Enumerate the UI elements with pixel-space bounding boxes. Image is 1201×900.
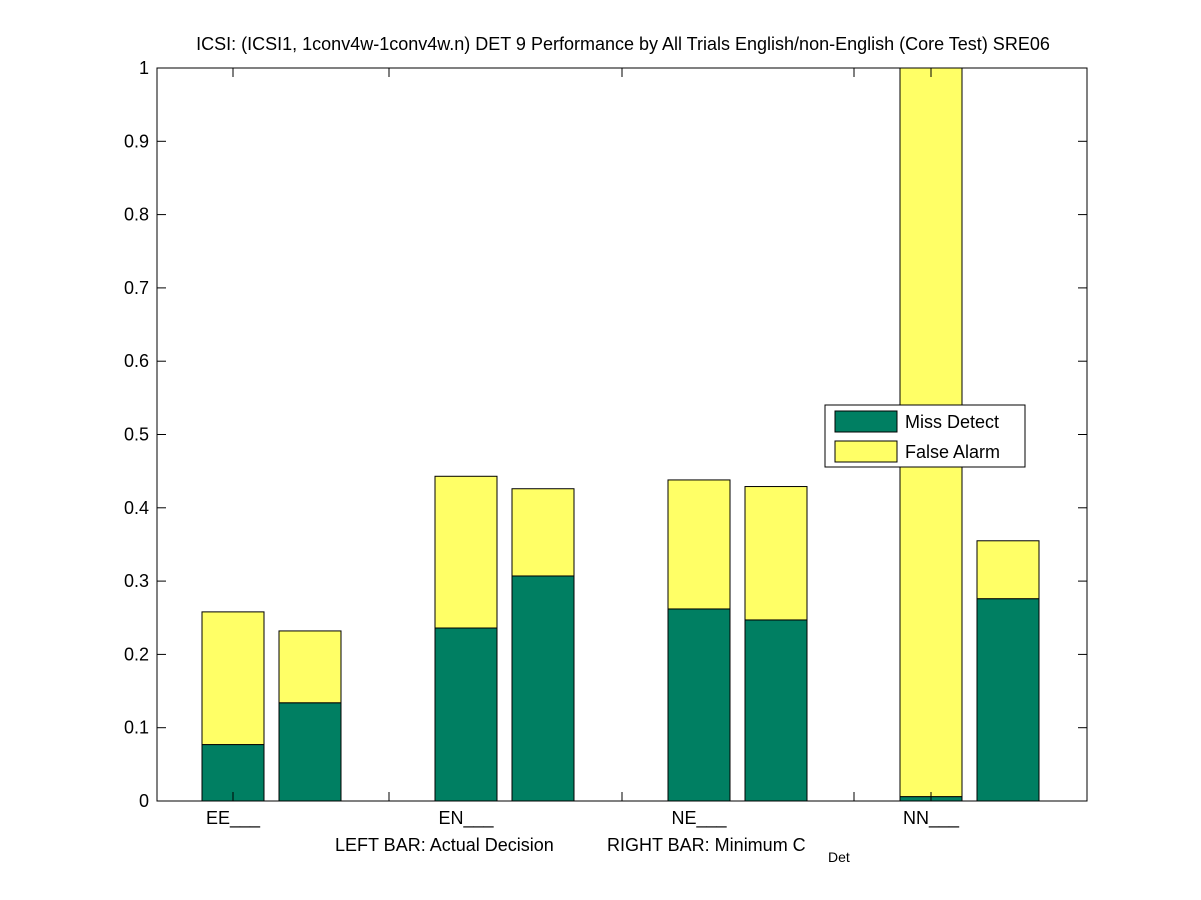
y-tick-label: 1 xyxy=(139,58,149,78)
bar-nn-minimum-cdet-false-alarm xyxy=(976,540,1040,600)
y-tick-label: 0 xyxy=(139,791,149,811)
x-tick-label: NE___ xyxy=(671,808,727,829)
y-tick-label: 0.4 xyxy=(124,498,149,518)
y-tick-label: 0.2 xyxy=(124,644,149,664)
bar-ne-actual-decision-miss-detect xyxy=(667,608,731,802)
y-tick-label: 0.5 xyxy=(124,425,149,445)
bar-en-actual-decision-miss-detect xyxy=(434,627,498,802)
x-tick-label: NN___ xyxy=(903,808,960,829)
x-tick-labels: EE___ EN___ NE___ NN___ xyxy=(206,808,960,829)
y-tick-label: 0.9 xyxy=(124,131,149,151)
bar-ne-minimum-cdet-miss-detect xyxy=(744,619,808,802)
y-tick-labels: 0 0.1 0.2 0.3 0.4 0.5 0.6 0.7 0.8 0.9 1 xyxy=(124,58,149,811)
legend: Miss Detect False Alarm xyxy=(824,404,1026,468)
y-tick-label: 0.8 xyxy=(124,205,149,225)
bar-ee-minimum-cdet-false-alarm xyxy=(278,630,342,704)
bar-nn-minimum-cdet-miss-detect xyxy=(976,598,1040,802)
y-tick-label: 0.3 xyxy=(124,571,149,591)
y-tick-label: 0.1 xyxy=(124,718,149,738)
x-tick-label: EE___ xyxy=(206,808,261,829)
x-axis-label-left: LEFT BAR: Actual Decision xyxy=(335,835,554,855)
x-tick-label: EN___ xyxy=(438,808,494,829)
y-tick-label: 0.7 xyxy=(124,278,149,298)
bar-en-minimum-cdet-false-alarm xyxy=(511,488,575,577)
x-axis-label-subscript: Det xyxy=(828,849,850,865)
y-tick-label: 0.6 xyxy=(124,351,149,371)
x-axis-label-right: RIGHT BAR: Minimum C xyxy=(607,835,806,855)
chart-title: ICSI: (ICSI1, 1conv4w-1conv4w.n) DET 9 P… xyxy=(196,34,1050,54)
bar-ee-minimum-cdet-miss-detect xyxy=(278,702,342,802)
plot-frame xyxy=(156,67,1088,802)
bar-ne-actual-decision-false-alarm xyxy=(667,479,731,610)
bar-en-actual-decision-false-alarm xyxy=(434,475,498,629)
legend-swatch-miss-detect xyxy=(834,410,898,433)
legend-swatch-false-alarm xyxy=(834,440,898,463)
bar-ee-actual-decision-false-alarm xyxy=(201,611,265,746)
bar-en-minimum-cdet-miss-detect xyxy=(511,575,575,802)
bar-ne-minimum-cdet-false-alarm xyxy=(744,486,808,621)
legend-label-false-alarm: False Alarm xyxy=(905,442,1000,462)
legend-label-miss-detect: Miss Detect xyxy=(905,412,999,432)
